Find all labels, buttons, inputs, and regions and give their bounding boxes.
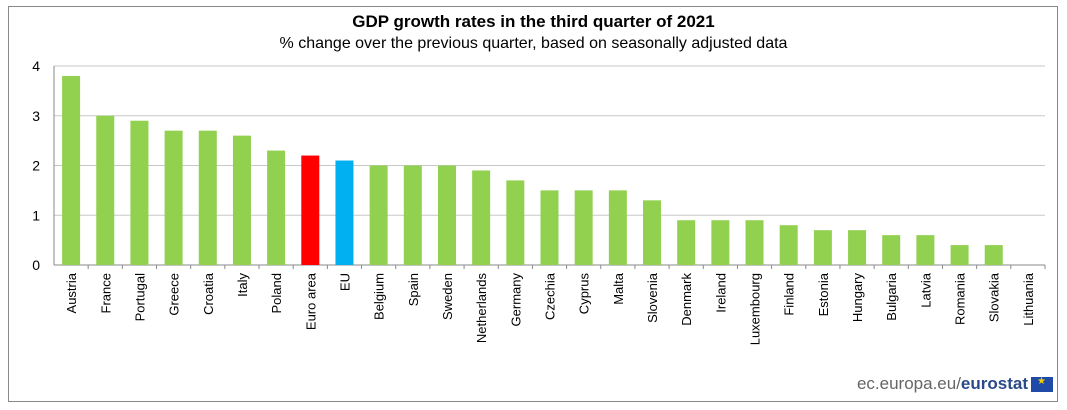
- x-tick-label: Ireland: [713, 273, 728, 313]
- x-tick-label: Romania: [953, 272, 968, 325]
- bar: [984, 245, 1003, 265]
- eu-flag-icon: [1031, 376, 1053, 392]
- x-tick-label: Slovenia: [645, 272, 660, 323]
- x-tick-label: Poland: [269, 273, 284, 313]
- bar: [198, 130, 217, 265]
- x-tick-label: Finland: [782, 273, 797, 316]
- bar: [232, 135, 251, 265]
- x-tick-label: Sweden: [440, 273, 455, 320]
- bar: [403, 165, 422, 265]
- bar: [848, 230, 867, 265]
- x-tick-label: Greece: [167, 273, 182, 316]
- bar: [301, 155, 320, 265]
- x-tick-label: EU: [337, 273, 352, 291]
- x-tick-label: Malta: [611, 272, 626, 305]
- eurostat-brand: eurostat: [960, 374, 1028, 393]
- chart-subtitle: % change over the previous quarter, base…: [279, 35, 788, 52]
- x-tick-label: Croatia: [201, 272, 216, 315]
- x-tick-label: Bulgaria: [884, 272, 899, 320]
- x-tick-label: Lithuania: [1021, 272, 1036, 326]
- x-tick-label: Netherlands: [474, 273, 489, 344]
- x-tick-label: Portugal: [132, 273, 147, 322]
- bar: [608, 190, 627, 265]
- x-tick-label: Euro area: [303, 272, 318, 330]
- x-tick-label: Germany: [508, 273, 523, 327]
- bar: [813, 230, 832, 265]
- chart-title: GDP growth rates in the third quarter of…: [352, 12, 715, 31]
- bar: [164, 130, 183, 265]
- bar: [472, 170, 491, 265]
- y-tick-label: 0: [32, 257, 40, 273]
- x-tick-label: Cyprus: [577, 273, 592, 315]
- x-tick-label: Hungary: [850, 273, 865, 323]
- bar: [540, 190, 559, 265]
- x-tick-label: Czechia: [543, 272, 558, 320]
- bar: [130, 120, 149, 265]
- y-tick-label: 2: [32, 158, 40, 174]
- bar: [950, 245, 969, 265]
- bar: [711, 220, 730, 265]
- x-tick-label: Denmark: [679, 273, 694, 326]
- bar: [677, 220, 696, 265]
- x-tick-label: Estonia: [816, 272, 831, 316]
- bar: [437, 165, 456, 265]
- x-tick-label: France: [98, 273, 113, 313]
- bar: [916, 235, 935, 265]
- bar: [882, 235, 901, 265]
- bar: [369, 165, 388, 265]
- x-tick-label: Italy: [235, 273, 250, 297]
- x-tick-label: Slovakia: [987, 272, 1002, 322]
- source-footer[interactable]: ec.europa.eu/eurostat: [857, 374, 1053, 394]
- bar: [506, 180, 525, 265]
- x-tick-label: Latvia: [918, 272, 933, 307]
- bar: [62, 75, 81, 265]
- bar: [745, 220, 764, 265]
- y-tick-label: 1: [32, 207, 40, 223]
- y-tick-label: 4: [32, 58, 40, 74]
- y-tick-label: 3: [32, 108, 40, 124]
- x-tick-label: Luxembourg: [748, 273, 763, 345]
- bar: [335, 160, 354, 265]
- source-domain: ec.europa.eu/: [856, 374, 961, 393]
- x-tick-label: Austria: [64, 272, 79, 313]
- bar: [96, 115, 115, 265]
- bar: [643, 200, 662, 265]
- x-tick-label: Spain: [406, 273, 421, 306]
- bar: [779, 225, 798, 265]
- chart-frame: [8, 6, 1058, 402]
- bar: [574, 190, 593, 265]
- x-tick-label: Belgium: [372, 273, 387, 320]
- bar: [267, 150, 286, 265]
